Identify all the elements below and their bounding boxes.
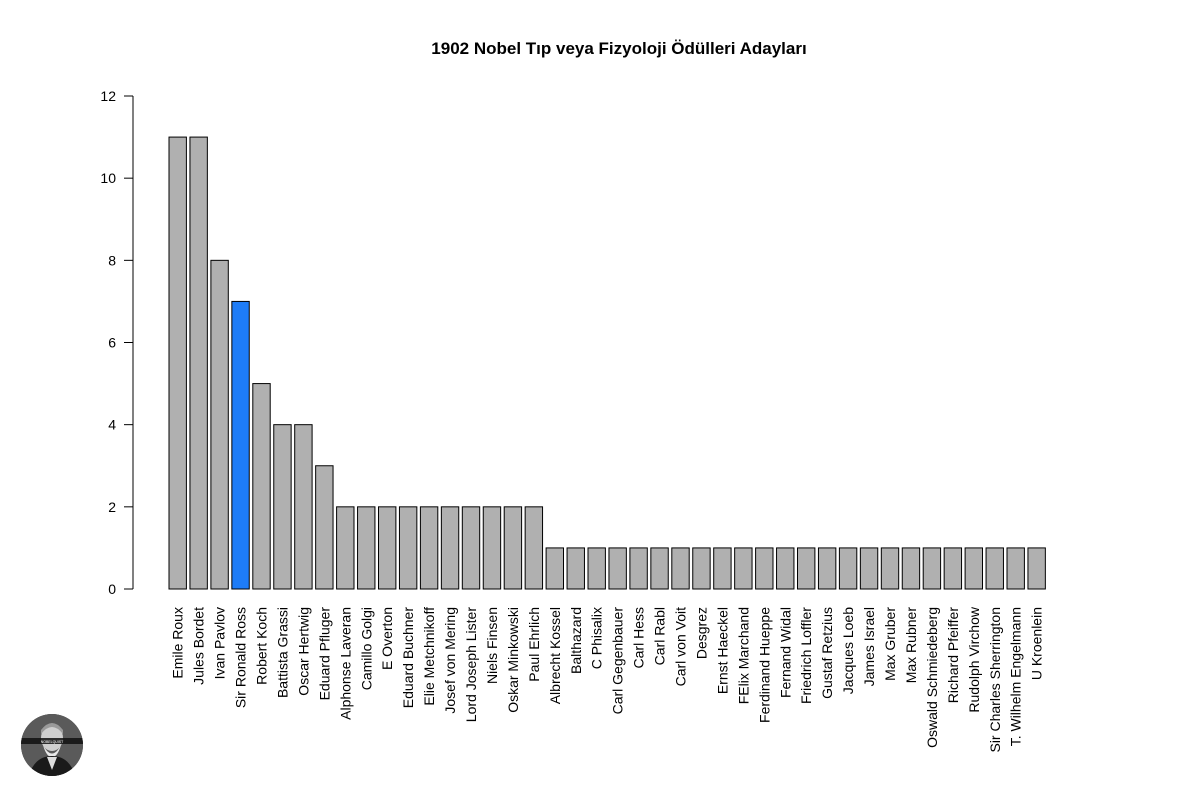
x-category-label: Gustaf Retzius — [819, 607, 835, 699]
bar — [859, 547, 879, 590]
bar — [294, 424, 313, 590]
y-tick-label: 4 — [108, 417, 116, 433]
x-category-label: Carl Gegenbauer — [610, 607, 626, 715]
bar — [943, 547, 963, 590]
x-category-label: Ivan Pavlov — [212, 607, 228, 679]
y-tick-label: 12 — [100, 88, 116, 104]
bar — [964, 547, 983, 590]
bar — [503, 506, 523, 590]
bar — [671, 547, 690, 590]
chart-title: 1902 Nobel Tıp veya Fizyoloji Ödülleri A… — [431, 39, 806, 58]
logo-caption: NOBELQUIST — [41, 740, 64, 744]
x-category-label: James Israel — [861, 607, 877, 686]
x-category-label: Rudolph Virchow — [966, 606, 982, 712]
bar — [419, 506, 439, 590]
x-category-label: Albrecht Kossel — [547, 607, 563, 704]
bars-group — [168, 136, 1046, 590]
bar — [734, 547, 753, 590]
x-category-label: Alphonse Laveran — [337, 607, 353, 720]
x-category-label: Niels Finsen — [484, 607, 500, 684]
x-category-label: U Kroenlein — [1029, 607, 1045, 680]
x-category-label: Lord Joseph Lister — [463, 607, 479, 723]
x-category-label: Elie Metchnikoff — [421, 607, 437, 706]
x-category-label: Ernst Haeckel — [714, 607, 730, 694]
x-category-label: Carl von Voit — [673, 607, 689, 686]
y-tick-label: 2 — [108, 499, 116, 515]
bar — [482, 506, 502, 590]
bar — [210, 259, 229, 590]
x-category-label: C Phisalix — [589, 607, 605, 669]
bar — [713, 547, 732, 590]
x-category-label: Battista Grassi — [274, 607, 290, 698]
bar — [189, 136, 208, 590]
bar — [629, 547, 648, 590]
bar — [880, 547, 900, 590]
bar — [566, 547, 585, 590]
bar — [378, 506, 397, 590]
bar — [524, 506, 544, 590]
bar — [838, 547, 858, 590]
bar — [985, 547, 1004, 590]
nobelprize-portrait-logo-icon: NOBELQUIST — [21, 714, 83, 776]
bar — [398, 506, 418, 590]
bar — [650, 547, 669, 590]
bar — [587, 547, 606, 590]
bar — [922, 547, 942, 590]
x-category-label: Carl Rabl — [652, 607, 668, 665]
y-axis: 0 2 4 6 8 10 12 — [100, 88, 134, 597]
x-category-label: T. Wilhelm Engelmann — [1008, 607, 1024, 746]
x-category-label: Eduard Pfluger — [316, 607, 332, 701]
x-category-label: Jules Bordet — [191, 607, 207, 685]
x-category-label: Robert Koch — [254, 607, 270, 685]
x-category-label: Sir Ronald Ross — [233, 607, 249, 708]
bar — [440, 506, 460, 590]
y-tick-label: 6 — [108, 335, 116, 351]
bar — [545, 547, 564, 590]
x-category-label: Emile Roux — [170, 607, 186, 679]
x-category-label: FElix Marchand — [735, 607, 751, 704]
bar — [776, 547, 795, 590]
x-category-label: Richard Pfeiffer — [945, 607, 961, 704]
x-category-label: Oskar Minkowski — [505, 607, 521, 713]
x-category-label: Sir Charles Sherrington — [987, 607, 1003, 753]
x-category-label: Oscar Hertwig — [295, 607, 311, 696]
bar — [608, 547, 627, 590]
x-category-label: Fernand Widal — [777, 607, 793, 698]
y-tick-label: 10 — [100, 170, 116, 186]
bar — [797, 547, 816, 590]
x-category-label: Paul Ehrlich — [526, 607, 542, 682]
x-category-label: Desgrez — [693, 607, 709, 659]
bar — [357, 506, 376, 590]
x-category-label: Camillo Golgi — [358, 607, 374, 690]
bar — [755, 547, 774, 590]
bar — [168, 136, 187, 590]
bar — [692, 547, 711, 590]
x-category-label: Balthazard — [568, 607, 584, 674]
x-category-label: Jacques Loeb — [840, 607, 856, 694]
bar — [252, 383, 271, 590]
x-category-label: Ferdinand Hueppe — [756, 607, 772, 723]
x-category-label: Eduard Buchner — [400, 607, 416, 709]
bar — [461, 506, 481, 590]
x-category-label: Max Rubner — [903, 607, 919, 684]
bar — [817, 547, 837, 590]
bar — [315, 465, 334, 590]
x-category-label: Josef von Mering — [442, 607, 458, 714]
x-axis-labels: Emile Roux Jules Bordet Ivan Pavlov Sir Ron… — [170, 606, 1045, 752]
y-tick-label: 0 — [108, 581, 116, 597]
bar — [273, 424, 292, 590]
bar — [231, 300, 250, 590]
y-tick-label: 8 — [108, 252, 116, 268]
bar — [1006, 547, 1025, 590]
x-category-label: Carl Hess — [631, 607, 647, 668]
x-category-label: Oswald Schmiedeberg — [924, 607, 940, 748]
bar — [901, 547, 921, 590]
x-category-label: Max Gruber — [882, 607, 898, 681]
bar — [336, 506, 355, 590]
x-category-label: E Overton — [379, 607, 395, 670]
x-category-label: Friedrich Loffler — [798, 607, 814, 704]
bar — [1027, 547, 1046, 590]
